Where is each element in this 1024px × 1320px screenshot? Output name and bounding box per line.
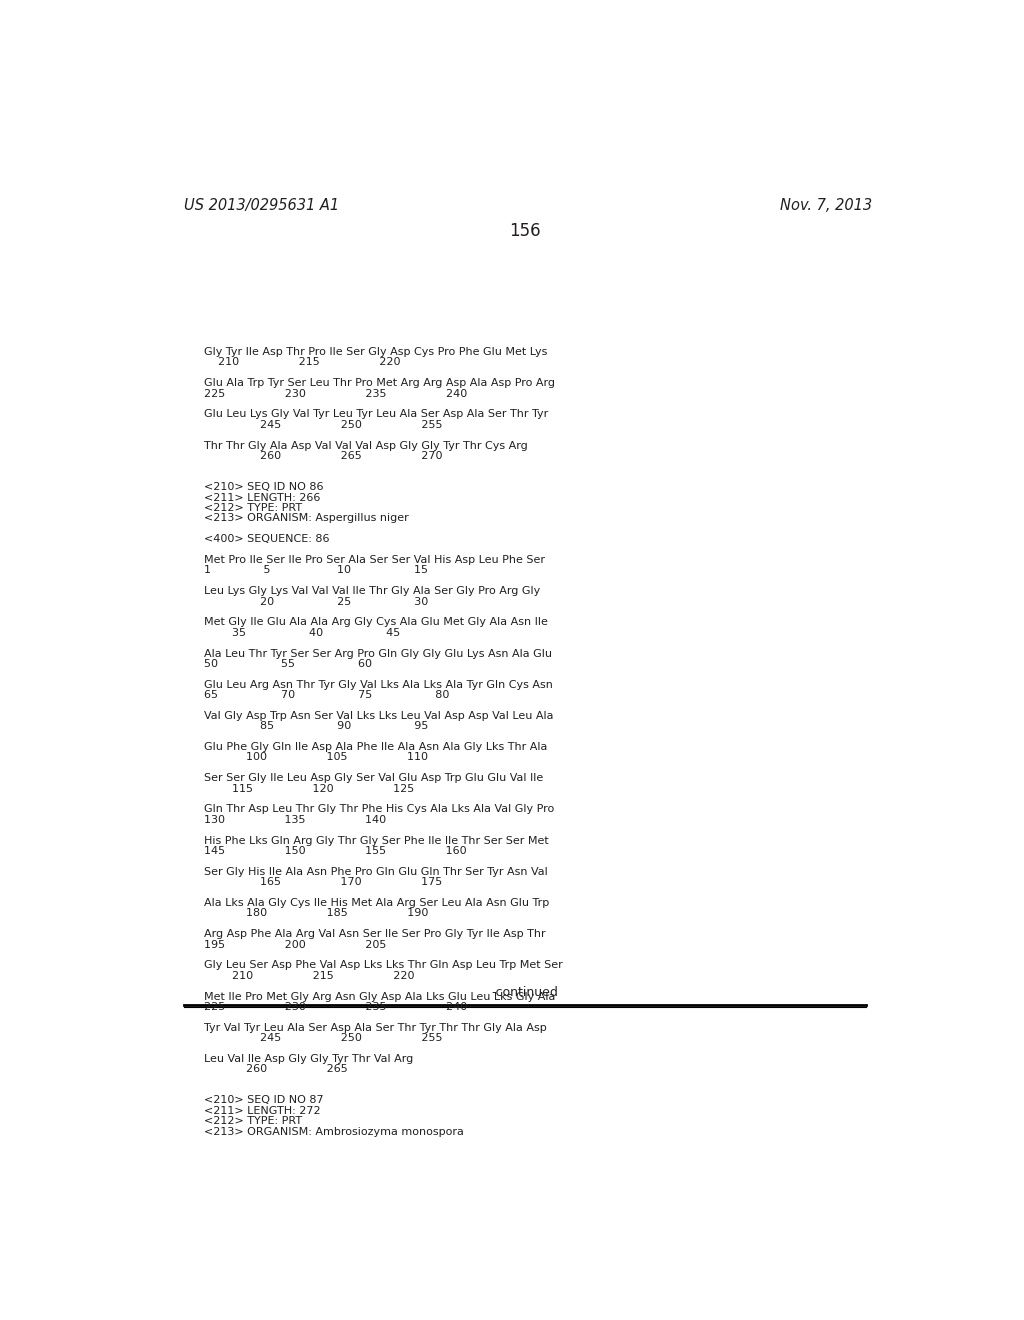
Text: -continued: -continued <box>492 986 558 999</box>
Text: <210> SEQ ID NO 87: <210> SEQ ID NO 87 <box>204 1096 324 1105</box>
Text: 1               5                   10                  15: 1 5 10 15 <box>204 565 428 576</box>
Text: Glu Leu Arg Asn Thr Tyr Gly Val Lks Ala Lks Ala Tyr Gln Cys Asn: Glu Leu Arg Asn Thr Tyr Gly Val Lks Ala … <box>204 680 553 689</box>
Text: Met Ile Pro Met Gly Arg Asn Gly Asp Ala Lks Glu Leu Lks Gly Ala: Met Ile Pro Met Gly Arg Asn Gly Asp Ala … <box>204 991 555 1002</box>
Text: <212> TYPE: PRT: <212> TYPE: PRT <box>204 1117 302 1126</box>
Text: 100                 105                 110: 100 105 110 <box>204 752 428 763</box>
Text: 225                 230                 235                 240: 225 230 235 240 <box>204 388 467 399</box>
Text: Ala Lks Ala Gly Cys Ile His Met Ala Arg Ser Leu Ala Asn Glu Trp: Ala Lks Ala Gly Cys Ile His Met Ala Arg … <box>204 898 549 908</box>
Text: Val Gly Asp Trp Asn Ser Val Lks Lks Leu Val Asp Asp Val Leu Ala: Val Gly Asp Trp Asn Ser Val Lks Lks Leu … <box>204 711 553 721</box>
Text: Met Pro Ile Ser Ile Pro Ser Ala Ser Ser Val His Asp Leu Phe Ser: Met Pro Ile Ser Ile Pro Ser Ala Ser Ser … <box>204 554 545 565</box>
Text: 35                  40                  45: 35 40 45 <box>204 628 400 638</box>
Text: <213> ORGANISM: Ambrosiozyma monospora: <213> ORGANISM: Ambrosiozyma monospora <box>204 1127 464 1137</box>
Text: 165                 170                 175: 165 170 175 <box>204 878 442 887</box>
Text: Leu Val Ile Asp Gly Gly Tyr Thr Val Arg: Leu Val Ile Asp Gly Gly Tyr Thr Val Arg <box>204 1053 414 1064</box>
Text: 195                 200                 205: 195 200 205 <box>204 940 386 949</box>
Text: Met Gly Ile Glu Ala Ala Arg Gly Cys Ala Glu Met Gly Ala Asn Ile: Met Gly Ile Glu Ala Ala Arg Gly Cys Ala … <box>204 618 548 627</box>
Text: Ala Leu Thr Tyr Ser Ser Arg Pro Gln Gly Gly Glu Lys Asn Ala Glu: Ala Leu Thr Tyr Ser Ser Arg Pro Gln Gly … <box>204 648 552 659</box>
Text: Nov. 7, 2013: Nov. 7, 2013 <box>780 198 872 214</box>
Text: <213> ORGANISM: Aspergillus niger: <213> ORGANISM: Aspergillus niger <box>204 513 409 523</box>
Text: 225                 230                 235                 240: 225 230 235 240 <box>204 1002 467 1012</box>
Text: His Phe Lks Gln Arg Gly Thr Gly Ser Phe Ile Ile Thr Ser Ser Met: His Phe Lks Gln Arg Gly Thr Gly Ser Phe … <box>204 836 549 846</box>
Text: 156: 156 <box>509 222 541 239</box>
Text: <210> SEQ ID NO 86: <210> SEQ ID NO 86 <box>204 482 324 492</box>
Text: 210                 215                 220: 210 215 220 <box>204 358 400 367</box>
Text: Tyr Val Tyr Leu Ala Ser Asp Ala Ser Thr Tyr Thr Thr Gly Ala Asp: Tyr Val Tyr Leu Ala Ser Asp Ala Ser Thr … <box>204 1023 547 1032</box>
Text: <211> LENGTH: 272: <211> LENGTH: 272 <box>204 1106 321 1115</box>
Text: <212> TYPE: PRT: <212> TYPE: PRT <box>204 503 302 513</box>
Text: Thr Thr Gly Ala Asp Val Val Val Asp Gly Gly Tyr Thr Cys Arg: Thr Thr Gly Ala Asp Val Val Val Asp Gly … <box>204 441 527 450</box>
Text: Leu Lys Gly Lys Val Val Val Ile Thr Gly Ala Ser Gly Pro Arg Gly: Leu Lys Gly Lys Val Val Val Ile Thr Gly … <box>204 586 541 597</box>
Text: 260                 265                 270: 260 265 270 <box>204 451 442 461</box>
Text: 260                 265: 260 265 <box>204 1064 348 1074</box>
Text: 115                 120                 125: 115 120 125 <box>204 784 414 793</box>
Text: Gly Tyr Ile Asp Thr Pro Ile Ser Gly Asp Cys Pro Phe Glu Met Lys: Gly Tyr Ile Asp Thr Pro Ile Ser Gly Asp … <box>204 347 547 356</box>
Text: 210                 215                 220: 210 215 220 <box>204 970 415 981</box>
Text: Ser Ser Gly Ile Leu Asp Gly Ser Val Glu Asp Trp Glu Glu Val Ile: Ser Ser Gly Ile Leu Asp Gly Ser Val Glu … <box>204 774 543 783</box>
Text: 180                 185                 190: 180 185 190 <box>204 908 428 919</box>
Text: 65                  70                  75                  80: 65 70 75 80 <box>204 690 450 700</box>
Text: Gly Leu Ser Asp Phe Val Asp Lks Lks Thr Gln Asp Leu Trp Met Ser: Gly Leu Ser Asp Phe Val Asp Lks Lks Thr … <box>204 961 563 970</box>
Text: US 2013/0295631 A1: US 2013/0295631 A1 <box>183 198 339 214</box>
Text: <211> LENGTH: 266: <211> LENGTH: 266 <box>204 492 321 503</box>
Text: Arg Asp Phe Ala Arg Val Asn Ser Ile Ser Pro Gly Tyr Ile Asp Thr: Arg Asp Phe Ala Arg Val Asn Ser Ile Ser … <box>204 929 546 939</box>
Text: Glu Ala Trp Tyr Ser Leu Thr Pro Met Arg Arg Asp Ala Asp Pro Arg: Glu Ala Trp Tyr Ser Leu Thr Pro Met Arg … <box>204 379 555 388</box>
Text: <400> SEQUENCE: 86: <400> SEQUENCE: 86 <box>204 535 330 544</box>
Text: 20                  25                  30: 20 25 30 <box>204 597 428 606</box>
Text: 130                 135                 140: 130 135 140 <box>204 814 386 825</box>
Text: 50                  55                  60: 50 55 60 <box>204 659 372 669</box>
Text: 85                  90                  95: 85 90 95 <box>204 721 428 731</box>
Text: Ser Gly His Ile Ala Asn Phe Pro Gln Glu Gln Thr Ser Tyr Asn Val: Ser Gly His Ile Ala Asn Phe Pro Gln Glu … <box>204 867 548 876</box>
Text: Glu Leu Lys Gly Val Tyr Leu Tyr Leu Ala Ser Asp Ala Ser Thr Tyr: Glu Leu Lys Gly Val Tyr Leu Tyr Leu Ala … <box>204 409 548 420</box>
Text: 145                 150                 155                 160: 145 150 155 160 <box>204 846 467 855</box>
Text: Glu Phe Gly Gln Ile Asp Ala Phe Ile Ala Asn Ala Gly Lks Thr Ala: Glu Phe Gly Gln Ile Asp Ala Phe Ile Ala … <box>204 742 547 752</box>
Text: 245                 250                 255: 245 250 255 <box>204 1034 442 1043</box>
Text: 245                 250                 255: 245 250 255 <box>204 420 442 430</box>
Text: Gln Thr Asp Leu Thr Gly Thr Phe His Cys Ala Lks Ala Val Gly Pro: Gln Thr Asp Leu Thr Gly Thr Phe His Cys … <box>204 804 554 814</box>
